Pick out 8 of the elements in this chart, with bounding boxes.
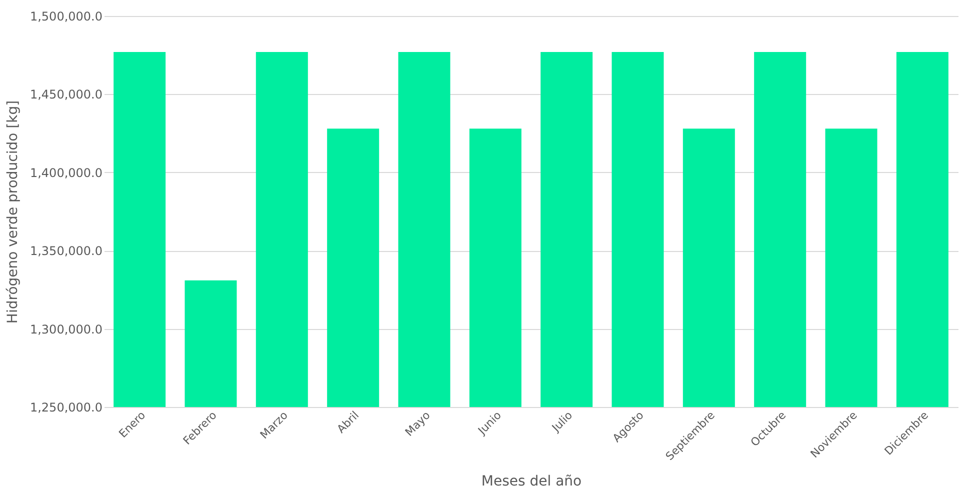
y-tick-label: 1,400,000.0 [30, 166, 102, 180]
y-tick-label: 1,350,000.0 [30, 244, 102, 258]
x-axis-title: Meses del año [481, 473, 582, 490]
y-tick-label: 1,450,000.0 [30, 88, 102, 102]
y-tick-label: 1,250,000.0 [30, 400, 102, 414]
y-tick-label: 1,500,000.0 [30, 10, 102, 24]
y-tick-label: 1,300,000.0 [30, 322, 102, 336]
y-axis-title: Hidrógeno verde producido [kg] [4, 100, 21, 324]
